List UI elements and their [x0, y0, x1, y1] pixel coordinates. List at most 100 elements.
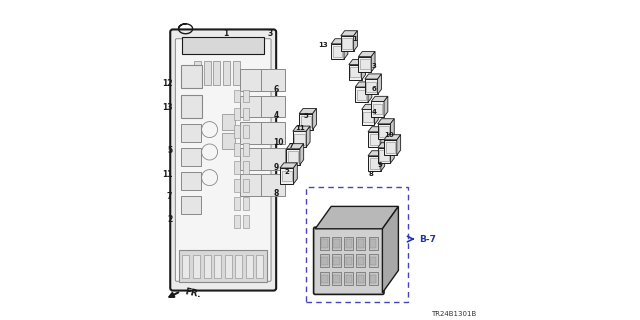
- Polygon shape: [362, 104, 378, 109]
- Polygon shape: [368, 82, 372, 102]
- FancyBboxPatch shape: [181, 95, 202, 118]
- FancyBboxPatch shape: [365, 79, 378, 94]
- FancyBboxPatch shape: [262, 96, 285, 117]
- Polygon shape: [287, 144, 304, 149]
- FancyBboxPatch shape: [181, 196, 201, 214]
- FancyBboxPatch shape: [351, 67, 360, 77]
- FancyBboxPatch shape: [234, 215, 240, 228]
- FancyBboxPatch shape: [257, 255, 264, 278]
- Text: 8: 8: [369, 172, 374, 177]
- FancyBboxPatch shape: [358, 239, 364, 248]
- FancyBboxPatch shape: [370, 257, 376, 265]
- FancyBboxPatch shape: [370, 239, 376, 248]
- Text: 3: 3: [268, 29, 273, 38]
- FancyBboxPatch shape: [193, 61, 201, 85]
- Text: B-7: B-7: [419, 235, 436, 244]
- FancyBboxPatch shape: [234, 143, 240, 156]
- Polygon shape: [332, 39, 348, 44]
- Polygon shape: [365, 74, 381, 79]
- Text: 6: 6: [274, 85, 279, 94]
- Polygon shape: [362, 60, 365, 80]
- Text: 2: 2: [167, 215, 172, 224]
- FancyBboxPatch shape: [243, 90, 249, 102]
- FancyBboxPatch shape: [370, 275, 376, 283]
- Polygon shape: [378, 119, 394, 124]
- FancyBboxPatch shape: [314, 227, 384, 294]
- FancyBboxPatch shape: [368, 132, 381, 147]
- FancyBboxPatch shape: [243, 179, 249, 192]
- FancyBboxPatch shape: [344, 272, 353, 285]
- FancyBboxPatch shape: [175, 39, 271, 281]
- FancyBboxPatch shape: [369, 254, 378, 267]
- FancyBboxPatch shape: [240, 69, 264, 91]
- FancyBboxPatch shape: [234, 197, 240, 210]
- Polygon shape: [371, 96, 388, 101]
- Polygon shape: [340, 31, 357, 36]
- Polygon shape: [349, 60, 365, 65]
- Text: 1: 1: [223, 29, 228, 38]
- Text: 3: 3: [372, 63, 377, 69]
- FancyBboxPatch shape: [333, 46, 342, 57]
- FancyBboxPatch shape: [344, 254, 353, 267]
- FancyBboxPatch shape: [288, 151, 298, 162]
- FancyBboxPatch shape: [378, 124, 390, 139]
- Text: 9: 9: [274, 164, 279, 172]
- Polygon shape: [390, 143, 394, 163]
- Text: 12: 12: [162, 79, 172, 88]
- FancyBboxPatch shape: [333, 239, 340, 248]
- FancyBboxPatch shape: [385, 142, 396, 153]
- Polygon shape: [344, 39, 348, 59]
- Text: 7: 7: [167, 192, 172, 201]
- Polygon shape: [374, 104, 378, 125]
- Text: 13: 13: [162, 103, 172, 112]
- Text: 10: 10: [274, 138, 284, 147]
- FancyBboxPatch shape: [356, 254, 365, 267]
- Polygon shape: [384, 96, 388, 117]
- FancyBboxPatch shape: [357, 90, 366, 100]
- FancyBboxPatch shape: [384, 140, 397, 155]
- FancyBboxPatch shape: [193, 255, 200, 278]
- Polygon shape: [292, 126, 310, 131]
- FancyBboxPatch shape: [358, 275, 364, 283]
- FancyBboxPatch shape: [243, 215, 249, 228]
- FancyBboxPatch shape: [369, 237, 378, 250]
- FancyBboxPatch shape: [181, 148, 201, 166]
- FancyBboxPatch shape: [321, 239, 328, 248]
- Polygon shape: [368, 127, 385, 132]
- FancyBboxPatch shape: [320, 237, 329, 250]
- FancyBboxPatch shape: [332, 237, 341, 250]
- FancyBboxPatch shape: [358, 57, 371, 72]
- FancyBboxPatch shape: [378, 148, 390, 163]
- FancyBboxPatch shape: [369, 272, 378, 285]
- FancyBboxPatch shape: [181, 124, 201, 142]
- Text: 8: 8: [274, 189, 279, 198]
- FancyBboxPatch shape: [300, 114, 312, 130]
- Polygon shape: [354, 31, 357, 51]
- Text: 13: 13: [318, 42, 328, 48]
- Text: 6: 6: [372, 86, 376, 92]
- FancyBboxPatch shape: [214, 61, 220, 85]
- Text: 5: 5: [303, 113, 308, 119]
- FancyBboxPatch shape: [332, 44, 344, 59]
- Text: 10: 10: [384, 132, 394, 138]
- FancyBboxPatch shape: [234, 90, 240, 102]
- FancyBboxPatch shape: [234, 61, 241, 85]
- FancyBboxPatch shape: [368, 156, 381, 171]
- FancyBboxPatch shape: [234, 108, 240, 120]
- Polygon shape: [383, 206, 398, 293]
- Polygon shape: [378, 74, 381, 94]
- Polygon shape: [293, 163, 297, 184]
- FancyBboxPatch shape: [170, 29, 276, 291]
- FancyBboxPatch shape: [204, 61, 211, 85]
- FancyBboxPatch shape: [181, 172, 201, 190]
- FancyBboxPatch shape: [346, 239, 352, 248]
- Text: 11: 11: [296, 125, 305, 131]
- FancyBboxPatch shape: [372, 104, 383, 114]
- Text: 7: 7: [289, 143, 294, 149]
- FancyBboxPatch shape: [262, 69, 285, 91]
- FancyBboxPatch shape: [223, 114, 235, 130]
- Text: 4: 4: [274, 111, 279, 120]
- FancyBboxPatch shape: [340, 36, 354, 51]
- FancyBboxPatch shape: [356, 272, 365, 285]
- FancyBboxPatch shape: [333, 257, 340, 265]
